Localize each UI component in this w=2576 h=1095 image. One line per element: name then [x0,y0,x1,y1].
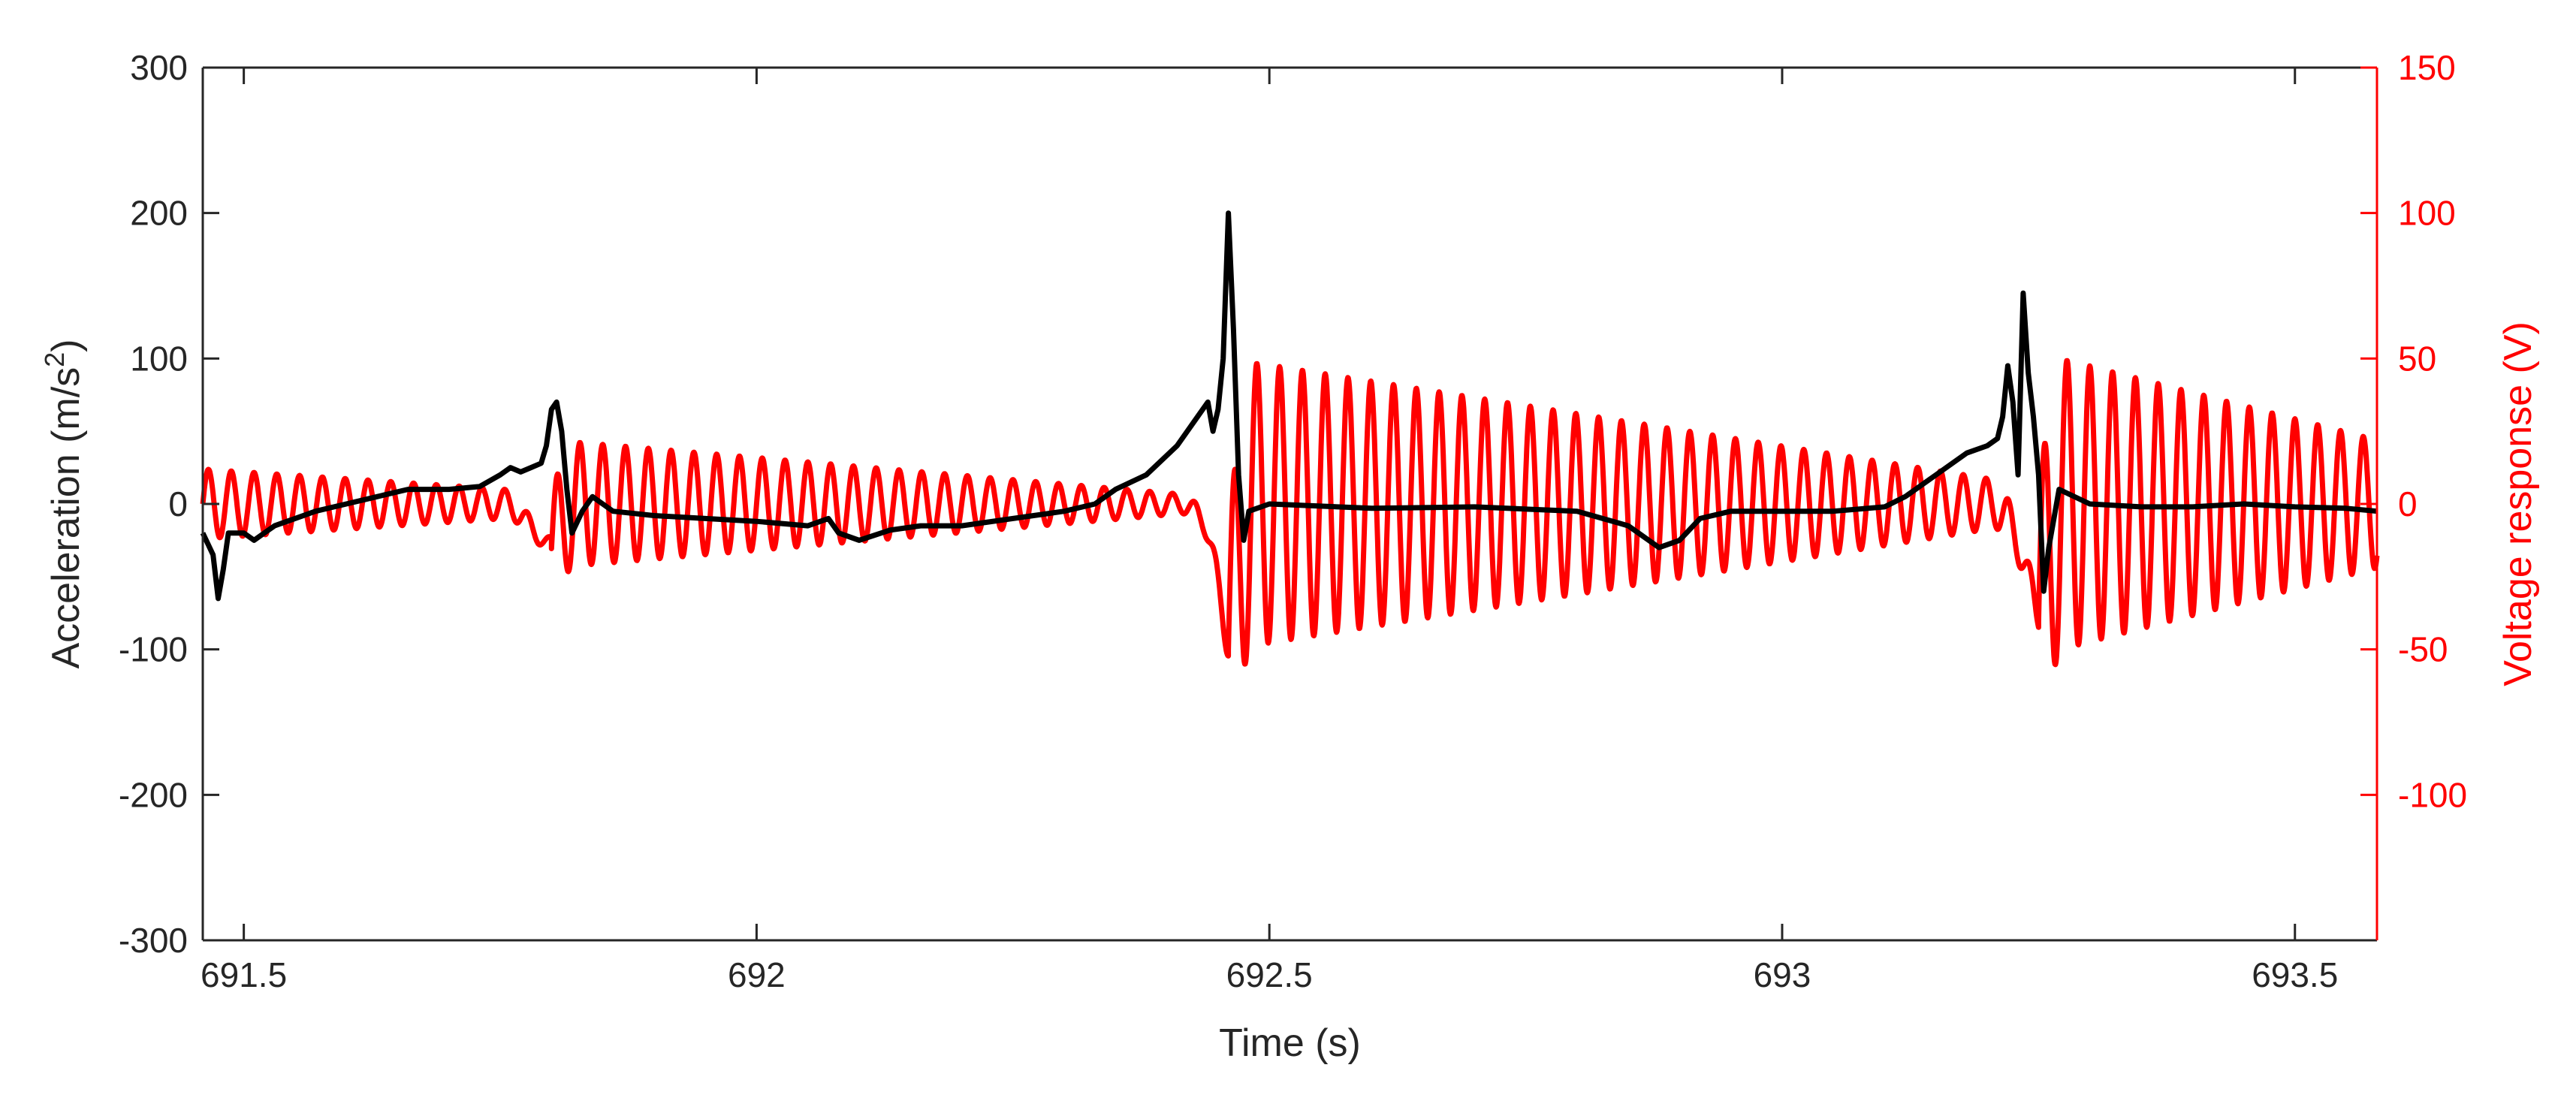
x-tick-label: 693 [1754,955,1811,994]
left-y-tick-label: 0 [168,484,188,523]
series-layer [200,210,2380,668]
left-y-tick-label: -300 [119,921,188,960]
x-tick-label: 692.5 [1226,955,1313,994]
x-axis-title: Time (s) [1219,1021,1361,1065]
left-y-axis-title: Acceleration (m/s2) [39,339,89,668]
labels: Time (s) Acceleration (m/s2) Voltage res… [39,321,2541,1065]
x-tick-label: 692 [728,955,786,994]
right-y-tick-label: 150 [2398,48,2456,87]
left-y-tick-label: -200 [119,775,188,814]
right-y-tick-label: -100 [2398,775,2467,814]
left-y-axis-title-base: Acceleration (m/s [44,367,88,669]
right-y-tick-label: 100 [2398,194,2456,233]
left-y-tick-label: -100 [119,630,188,669]
right-y-tick-label: 0 [2398,484,2418,523]
voltage-series-line [200,357,2380,668]
x-tick-label: 693.5 [2252,955,2338,994]
acceleration-series-line [200,210,2378,602]
left-y-axis-title-sup: 2 [39,352,70,367]
right-y-tick-label: 50 [2398,339,2436,378]
left-y-tick-label: 100 [130,339,188,378]
x-tick-label: 691.5 [201,955,287,994]
axes: 691.5 692 692.5 693 693.5 -300 -200 -100 0 100 200… [119,48,2467,994]
left-y-tick-label: 200 [130,194,188,233]
right-y-axis-title: Voltage response (V) [2496,321,2540,686]
left-y-tick-label: 300 [130,48,188,87]
left-y-axis-title-close: ) [44,339,88,351]
right-y-tick-label: -50 [2398,630,2448,669]
